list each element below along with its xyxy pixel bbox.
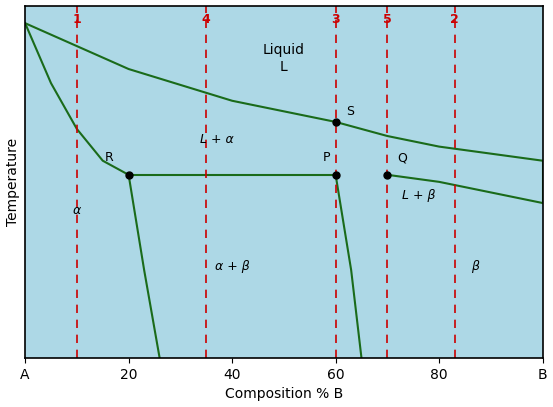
Text: 2: 2 (450, 13, 459, 26)
X-axis label: Composition % B: Composition % B (225, 387, 343, 401)
Text: α: α (73, 204, 81, 217)
Text: 3: 3 (331, 13, 340, 26)
Text: L + β: L + β (401, 190, 435, 202)
Text: Q: Q (398, 151, 408, 164)
Text: P: P (323, 151, 331, 164)
Text: β: β (471, 260, 479, 273)
Text: Liquid
L: Liquid L (263, 44, 305, 74)
Y-axis label: Temperature: Temperature (6, 138, 19, 226)
Text: α + β: α + β (215, 260, 249, 273)
Text: 4: 4 (202, 13, 211, 26)
Text: 5: 5 (383, 13, 392, 26)
Text: L + α: L + α (200, 133, 233, 146)
Text: 1: 1 (72, 13, 81, 26)
Text: S: S (346, 105, 354, 118)
Text: R: R (105, 151, 113, 164)
